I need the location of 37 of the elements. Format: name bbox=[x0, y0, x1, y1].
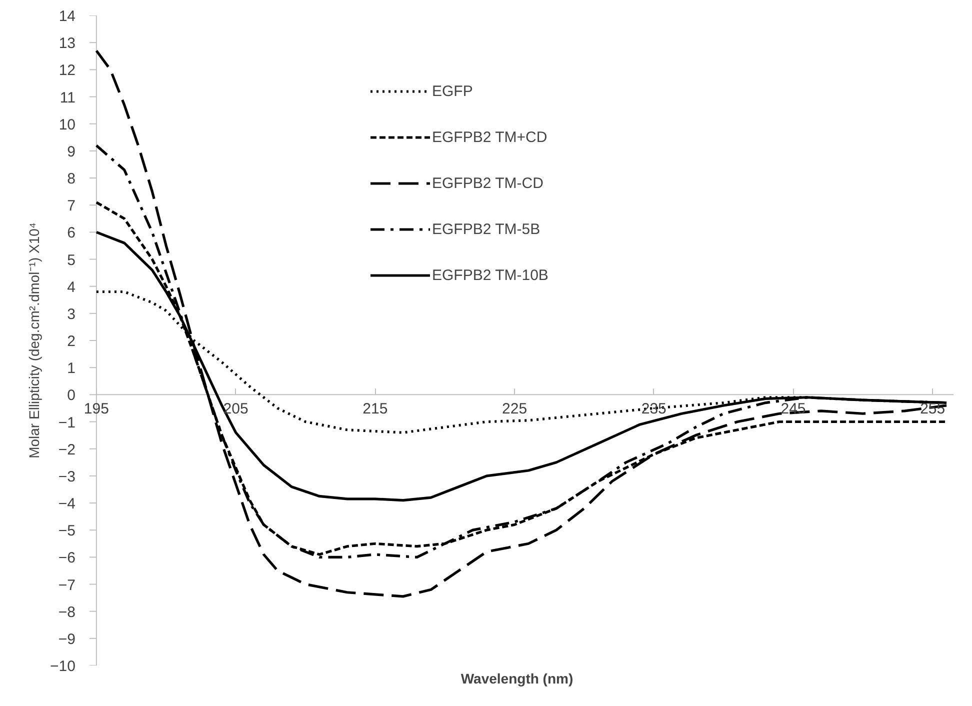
y-tick-label: −7 bbox=[58, 576, 76, 594]
y-tick-label: −10 bbox=[50, 658, 76, 675]
x-tick-label: 215 bbox=[362, 400, 388, 418]
y-tick-label: −1 bbox=[58, 414, 76, 432]
y-tick-label: −3 bbox=[58, 468, 76, 486]
legend-label: EGFPB2 TM+CD bbox=[432, 128, 548, 146]
x-tick-label: 195 bbox=[84, 400, 109, 418]
y-tick-label: 8 bbox=[67, 170, 76, 188]
y-tick-label: 12 bbox=[58, 62, 76, 80]
y-tick-label: −9 bbox=[58, 630, 76, 648]
legend-label: EGFPB2 TM-5B bbox=[432, 220, 540, 238]
y-tick-label: 11 bbox=[60, 89, 76, 106]
y-tick-label: −8 bbox=[58, 604, 76, 621]
legend-label: EGFP bbox=[432, 82, 473, 100]
y-tick-label: 4 bbox=[67, 278, 76, 296]
y-tick-label: −6 bbox=[58, 550, 76, 567]
y-tick-label: 10 bbox=[58, 116, 76, 134]
y-tick-label: 14 bbox=[58, 8, 76, 25]
x-axis-title: Wavelength (nm) bbox=[460, 670, 574, 686]
y-tick-label: 2 bbox=[67, 333, 76, 350]
y-tick-label: 1 bbox=[67, 360, 76, 378]
y-tick-label: 5 bbox=[67, 252, 76, 269]
y-tick-label: 0 bbox=[67, 387, 76, 404]
legend-label: EGFPB2 TM-CD bbox=[432, 174, 544, 192]
x-tick-label: 225 bbox=[502, 400, 528, 418]
y-tick-label: 9 bbox=[67, 143, 76, 160]
y-tick-label: −5 bbox=[58, 522, 76, 540]
y-tick-label: 7 bbox=[67, 198, 76, 215]
y-tick-label: −4 bbox=[58, 496, 76, 512]
legend-label: EGFPB2 TM-10B bbox=[432, 266, 548, 284]
x-tick-label: 205 bbox=[223, 400, 248, 418]
y-tick-label: 6 bbox=[67, 224, 76, 242]
y-axis-title: Molar Ellipticity (deg.cm².dmol⁻¹) X10⁴ bbox=[26, 222, 42, 458]
y-tick-label: 13 bbox=[58, 35, 76, 52]
y-tick-label: −2 bbox=[58, 441, 76, 458]
x-tick-label: 235 bbox=[641, 400, 666, 418]
y-tick-label: 3 bbox=[67, 306, 76, 323]
